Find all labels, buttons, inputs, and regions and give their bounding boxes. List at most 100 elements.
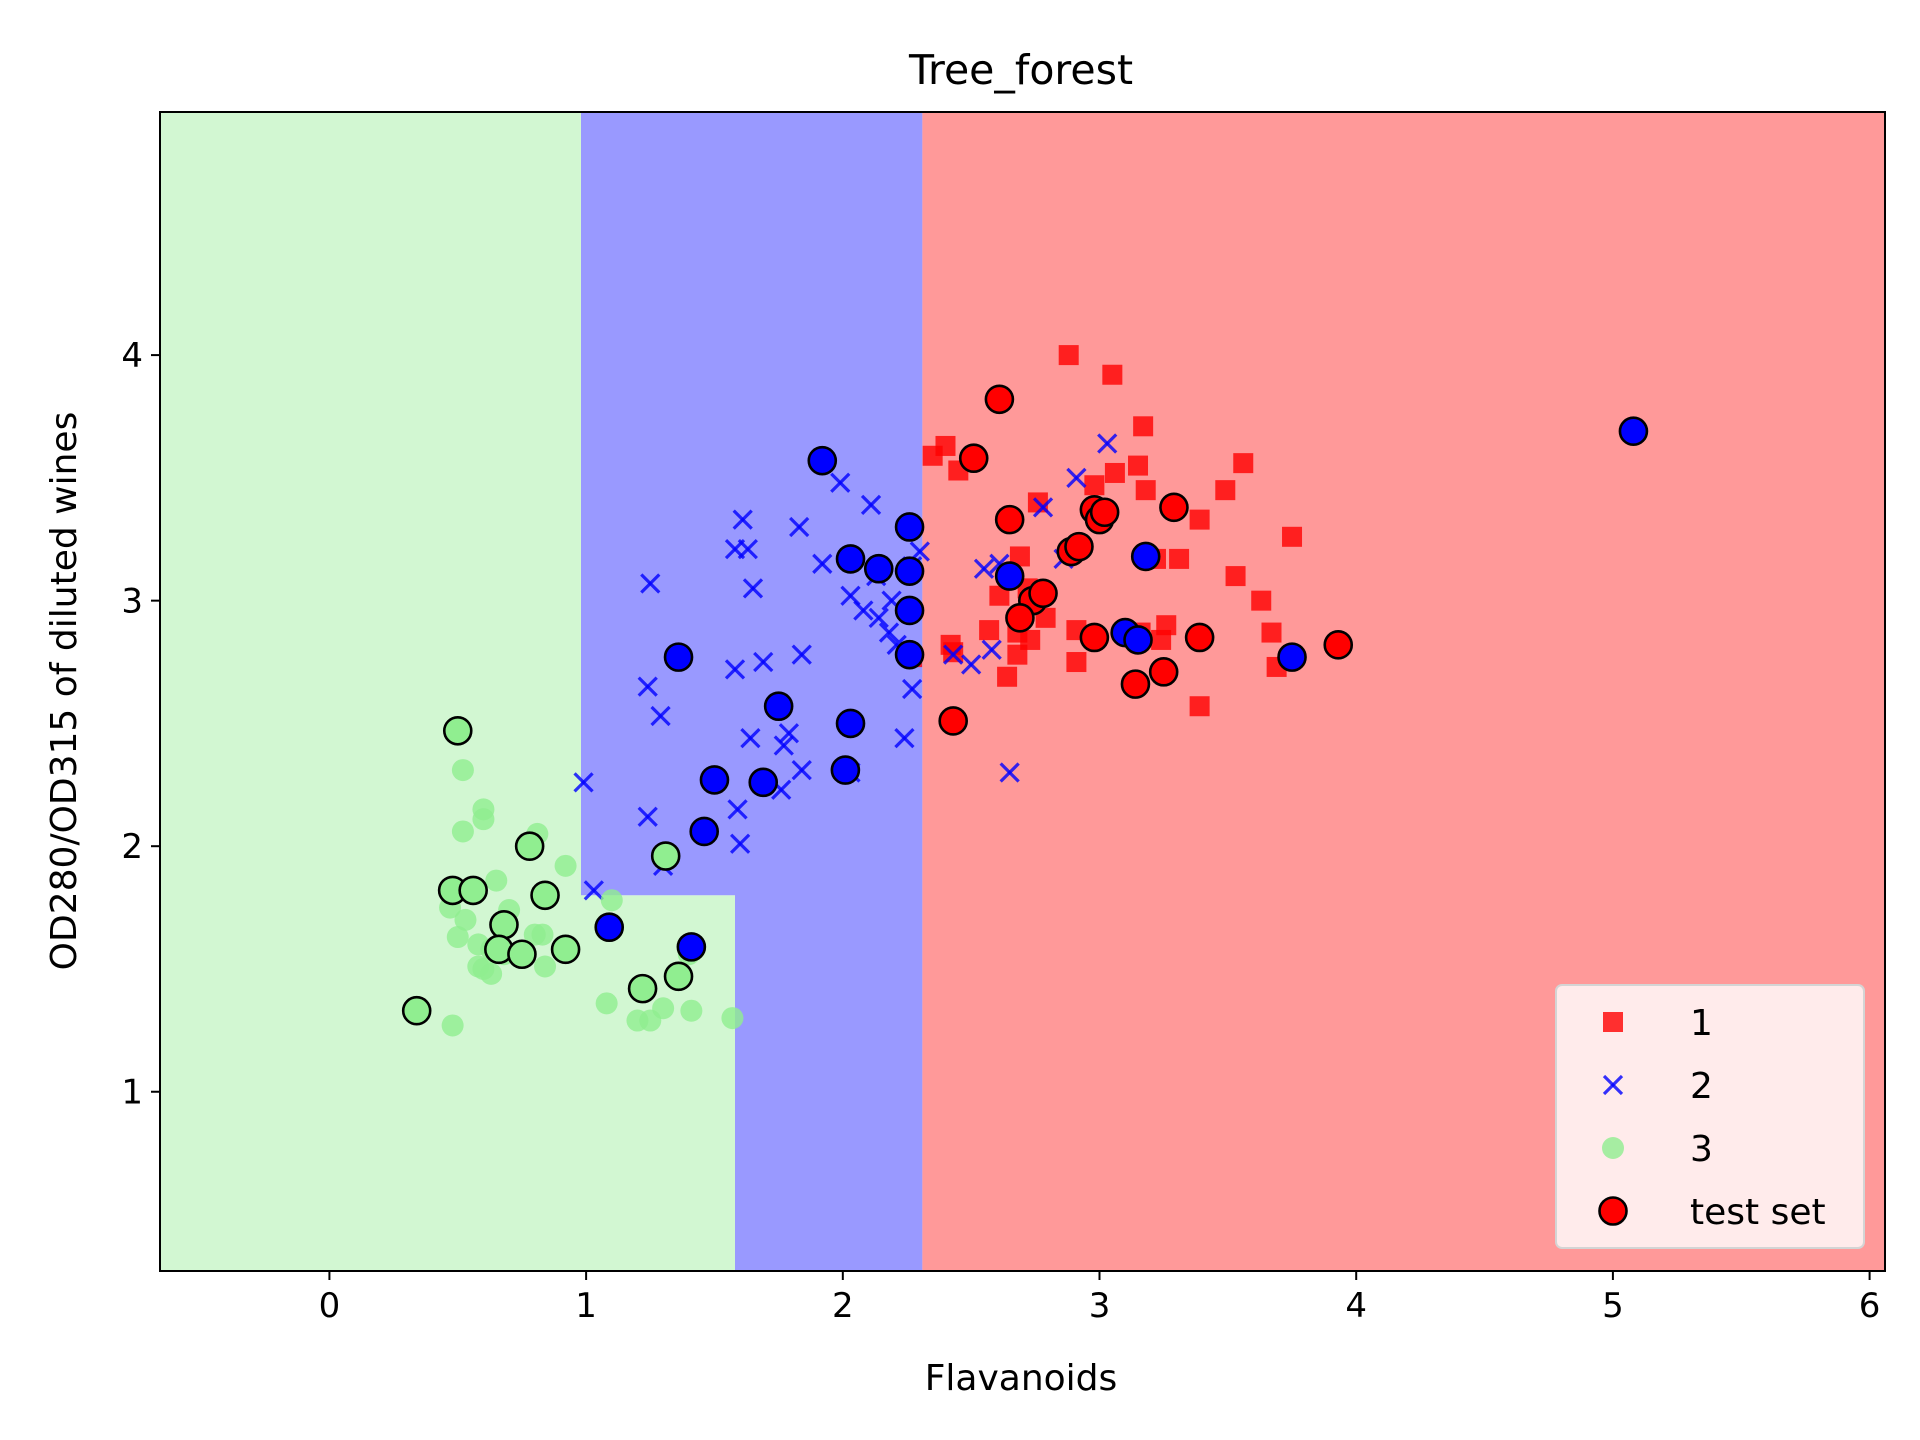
data-point-class-1 (1066, 652, 1087, 673)
test-point-class-1 (1064, 531, 1094, 562)
test-point-class-2 (1618, 416, 1649, 447)
data-point-class-2 (999, 762, 1020, 783)
test-point-class-2 (894, 595, 925, 626)
data-point-class-3 (595, 992, 618, 1015)
test-point-class-2 (807, 445, 838, 476)
data-point-class-2 (732, 509, 753, 530)
data-point-class-2 (637, 676, 658, 697)
data-point-class-2 (583, 880, 604, 901)
test-point-class-2 (699, 765, 730, 795)
y-tick-label: 4 (121, 336, 143, 376)
test-point-class-2 (894, 512, 925, 542)
test-point-class-3 (489, 909, 519, 940)
data-point-class-1 (935, 435, 956, 456)
legend-label-2: 2 (1690, 1066, 1713, 1107)
data-point-class-2 (894, 728, 915, 749)
y-tick-label: 2 (121, 827, 143, 867)
data-point-class-1 (1102, 364, 1123, 385)
data-point-class-3 (472, 808, 495, 831)
data-point-class-2 (1097, 433, 1118, 454)
test-point-class-2 (894, 639, 925, 670)
test-point-class-2 (863, 553, 894, 584)
data-point-class-2 (789, 516, 810, 538)
data-point-class-1 (1151, 629, 1172, 650)
data-point-class-2 (830, 472, 851, 493)
data-point-class-2 (778, 723, 800, 744)
decision-regions (160, 112, 1885, 1271)
data-point-class-3 (454, 908, 477, 931)
data-point-class-2 (737, 538, 758, 560)
data-point-class-2 (901, 678, 923, 700)
data-point-class-2 (773, 735, 794, 756)
data-point-class-1 (1104, 462, 1125, 483)
legend-marker-1 (1603, 1012, 1623, 1032)
data-point-class-1 (1225, 566, 1246, 587)
data-point-class-1 (1261, 622, 1282, 643)
data-point-class-2 (791, 644, 812, 665)
legend-marker-3 (1602, 1137, 1624, 1159)
data-point-class-1 (1084, 475, 1105, 496)
test-point-class-1 (958, 443, 989, 474)
data-points (401, 345, 1649, 1037)
test-point-class-3 (550, 934, 581, 965)
decision-region-class-3 (160, 112, 735, 1271)
data-point-class-2 (812, 553, 833, 574)
data-point-class-1 (1233, 453, 1254, 474)
decision-region-class-2 (581, 112, 923, 1271)
test-point-class-2 (594, 912, 625, 943)
data-point-class-3 (531, 923, 554, 946)
test-point-class-3 (663, 961, 694, 992)
test-point-class-3 (507, 939, 537, 970)
test-point-class-3 (530, 880, 560, 911)
data-point-class-3 (451, 759, 474, 782)
test-point-class-2 (689, 816, 719, 847)
data-point-class-1 (1251, 590, 1272, 611)
test-point-class-2 (994, 561, 1025, 591)
data-point-class-1 (1169, 548, 1190, 569)
data-point-class-2 (637, 806, 658, 827)
data-point-class-2 (791, 759, 812, 781)
test-point-class-1 (1005, 603, 1035, 633)
test-point-class-3 (627, 973, 658, 1004)
data-point-class-2 (1032, 497, 1054, 518)
x-tick-label: 0 (319, 1286, 341, 1326)
legend-marker-test-set (1598, 1196, 1628, 1226)
data-point-class-2 (868, 607, 889, 628)
data-point-class-3 (680, 999, 703, 1022)
data-point-class-2 (742, 578, 764, 599)
data-point-class-3 (451, 820, 474, 843)
test-point-class-3 (442, 715, 473, 746)
test-point-class-1 (938, 706, 968, 736)
decision-region-class-1 (922, 112, 1885, 1271)
test-point-class-2 (663, 642, 694, 672)
data-point-class-3 (600, 889, 623, 912)
x-tick-label: 2 (832, 1286, 854, 1326)
data-point-class-3 (485, 869, 508, 892)
data-point-class-2 (650, 705, 671, 727)
data-point-class-2 (730, 833, 751, 854)
test-point-class-3 (514, 831, 545, 861)
data-point-class-1 (1133, 416, 1154, 437)
data-point-class-2 (981, 639, 1002, 660)
data-point-class-1 (1007, 644, 1028, 665)
chart-title: Tree_forest (908, 46, 1133, 94)
data-point-class-2 (943, 644, 964, 665)
data-point-class-2 (973, 558, 995, 579)
data-point-class-2 (727, 799, 748, 820)
data-point-class-1 (1189, 696, 1210, 717)
data-point-class-1 (989, 585, 1010, 606)
data-point-class-3 (480, 962, 503, 985)
y-tick-label: 3 (121, 582, 143, 622)
series-test-set (401, 384, 1649, 1026)
legend-label-1: 1 (1690, 1003, 1713, 1044)
data-point-class-2 (724, 659, 746, 680)
test-point-class-2 (835, 708, 866, 739)
data-point-class-2 (961, 654, 982, 675)
data-point-class-1 (997, 666, 1018, 687)
legend-marker-2 (1602, 1074, 1624, 1096)
legend-label-3: 3 (1690, 1129, 1713, 1170)
data-point-class-1 (943, 642, 964, 663)
data-point-class-1 (1215, 480, 1236, 501)
legend-label-test-set: test set (1690, 1192, 1826, 1233)
